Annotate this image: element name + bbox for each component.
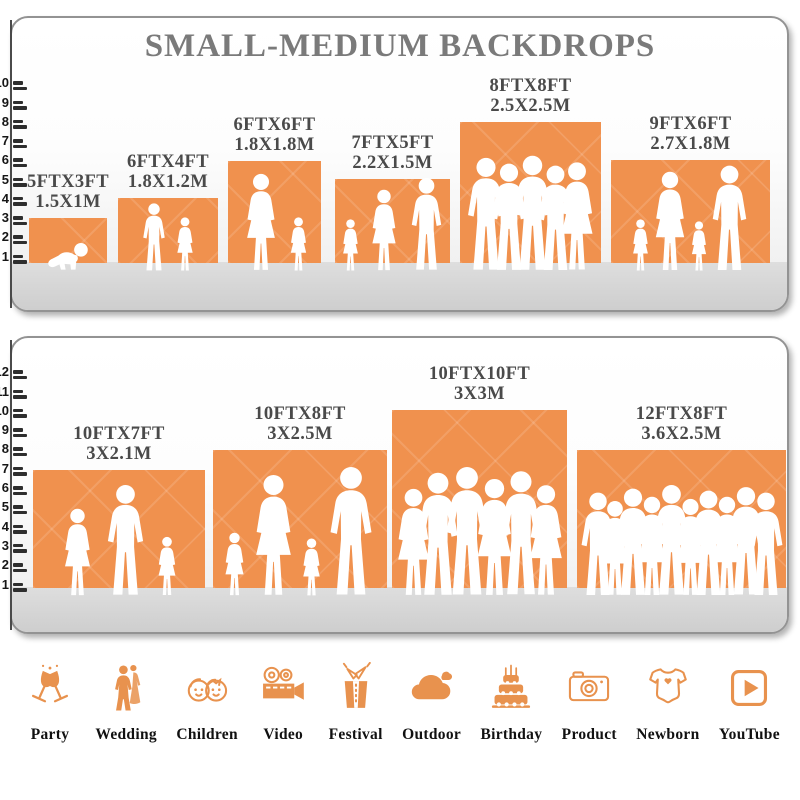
category-item: Outdoor: [402, 662, 461, 744]
page-title: SMALL-MEDIUM BACKDROPS: [144, 28, 656, 64]
backdrop-item: 6FTX4FT 1.8X1.2M: [118, 152, 218, 263]
category-item: Children: [176, 662, 238, 744]
backdrop-rect: [577, 450, 786, 588]
backdrop-size-ft: 12FTX8FT: [635, 403, 728, 424]
youtube-icon: [723, 662, 775, 714]
person-silhouette-m: [743, 492, 789, 596]
category-label: Festival: [328, 726, 383, 743]
backdrop-people: [221, 466, 380, 596]
category-label: Party: [30, 726, 70, 743]
category-item: Festival: [329, 662, 383, 744]
video-icon: [257, 662, 309, 714]
category-label: Birthday: [480, 726, 543, 743]
outdoor-icon: [406, 662, 458, 714]
backdrop-label: 8FTX8FT 2.5X2.5M: [490, 76, 572, 117]
panel-floor: [12, 262, 787, 310]
backdrop-size-ft: 10FTX7FT: [73, 423, 165, 444]
category-item: YouTube: [719, 662, 780, 744]
backdrop-rect: [228, 161, 321, 263]
category-item: Party: [24, 662, 76, 744]
backdrop-label: 5FTX3FT 1.5X1M: [27, 172, 109, 213]
backdrop-size-m: 1.8X1.8M: [234, 135, 315, 156]
person-silhouette-m: [323, 466, 380, 596]
backdrop-size-m: 1.5X1M: [35, 192, 101, 213]
category-label: YouTube: [718, 726, 780, 743]
backdrop-rect: [29, 218, 107, 263]
backdrop-size-ft: 8FTX8FT: [489, 75, 572, 96]
backdrop-size-ft: 7FTX5FT: [351, 132, 434, 153]
backdrop-item: 8FTX8FT 2.5X2.5M: [460, 76, 601, 263]
backdrop-rect: [392, 410, 567, 588]
backdrop-rect: [118, 198, 218, 263]
backdrop-size-m: 1.8X1.2M: [127, 172, 209, 193]
category-label: Video: [263, 726, 304, 743]
backdrop-label: 6FTX4FT 1.8X1.2M: [127, 152, 209, 193]
backdrop-size-ft: 5FTX3FT: [27, 171, 109, 192]
person-silhouette-f: [154, 536, 180, 596]
category-label: Wedding: [95, 726, 157, 743]
category-item: Wedding: [95, 662, 157, 744]
person-silhouette-f: [521, 484, 570, 596]
backdrop-size-ft: 6FTX4FT: [127, 151, 209, 172]
backdrop-label: 10FTX8FT 3X2.5M: [254, 404, 346, 445]
backdrop-people: [56, 484, 182, 596]
person-silhouette-f: [247, 474, 301, 596]
backdrop-label: 9FTX6FT 2.7X1.8M: [650, 114, 732, 155]
backdrop-size-m: 2.5X2.5M: [490, 96, 571, 117]
category-item: Video: [257, 662, 309, 744]
backdrop-item: 12FTX8FT 3.6X2.5M: [577, 404, 786, 588]
backdrop-size-ft: 10FTX10FT: [428, 363, 531, 384]
wedding-icon: [100, 662, 152, 714]
backdrop-size-m: 2.7X1.8M: [650, 134, 731, 155]
backdrop-size-m: 3X3M: [454, 384, 505, 405]
product-icon: [563, 662, 615, 714]
backdrop-item: 5FTX3FT 1.5X1M: [27, 172, 109, 263]
backdrop-rect: [460, 122, 601, 263]
newborn-icon: [642, 662, 694, 714]
backdrop-people: [389, 466, 570, 596]
backdrop-rect: [33, 470, 205, 588]
backdrop-item: 10FTX8FT 3X2.5M: [213, 404, 387, 588]
person-silhouette-m: [101, 484, 150, 596]
category-label: Product: [561, 726, 617, 743]
birthday-icon: [485, 662, 537, 714]
backdrop-size-m: 2.2X1.5M: [352, 153, 433, 174]
category-label: Children: [176, 726, 238, 743]
backdrop-size-m: 3.6X2.5M: [641, 424, 722, 445]
backdrop-item: 10FTX7FT 3X2.1M: [33, 424, 205, 588]
person-silhouette-f: [299, 538, 325, 596]
category-row: Party Wedding Children Video Festival Outdoor…: [24, 662, 780, 744]
category-label: Newborn: [636, 726, 700, 743]
backdrop-label: 10FTX10FT 3X3M: [429, 364, 530, 405]
backdrop-item: 6FTX6FT 1.8X1.8M: [228, 115, 321, 263]
backdrop-label: 12FTX8FT 3.6X2.5M: [636, 404, 728, 445]
backdrop-rect: [213, 450, 387, 588]
backdrop-label: 6FTX6FT 1.8X1.8M: [234, 115, 316, 156]
category-item: Birthday: [480, 662, 542, 744]
person-silhouette-f: [221, 532, 249, 596]
category-item: Product: [562, 662, 617, 744]
backdrop-size-ft: 9FTX6FT: [649, 113, 732, 134]
backdrop-item: 7FTX5FT 2.2X1.5M: [335, 133, 450, 263]
category-label: Outdoor: [402, 726, 462, 743]
party-icon: [24, 662, 76, 714]
backdrop-size-m: 3X2.1M: [86, 444, 152, 465]
person-silhouette-f: [58, 508, 97, 596]
backdrop-rect: [611, 160, 770, 263]
backdrop-item: 10FTX10FT 3X3M: [392, 364, 567, 588]
backdrop-rect: [335, 179, 450, 263]
backdrop-size-m: 3X2.5M: [267, 424, 333, 445]
category-item: Newborn: [636, 662, 699, 744]
backdrop-item: 9FTX6FT 2.7X1.8M: [611, 114, 770, 263]
backdrop-label: 7FTX5FT 2.2X1.5M: [352, 133, 434, 174]
backdrop-size-ft: 10FTX8FT: [254, 403, 346, 424]
backdrop-label: 10FTX7FT 3X2.1M: [73, 424, 165, 465]
backdrop-size-ft: 6FTX6FT: [233, 114, 316, 135]
children-icon: [181, 662, 233, 714]
festival-icon: [330, 662, 382, 714]
backdrop-people: [575, 484, 789, 596]
